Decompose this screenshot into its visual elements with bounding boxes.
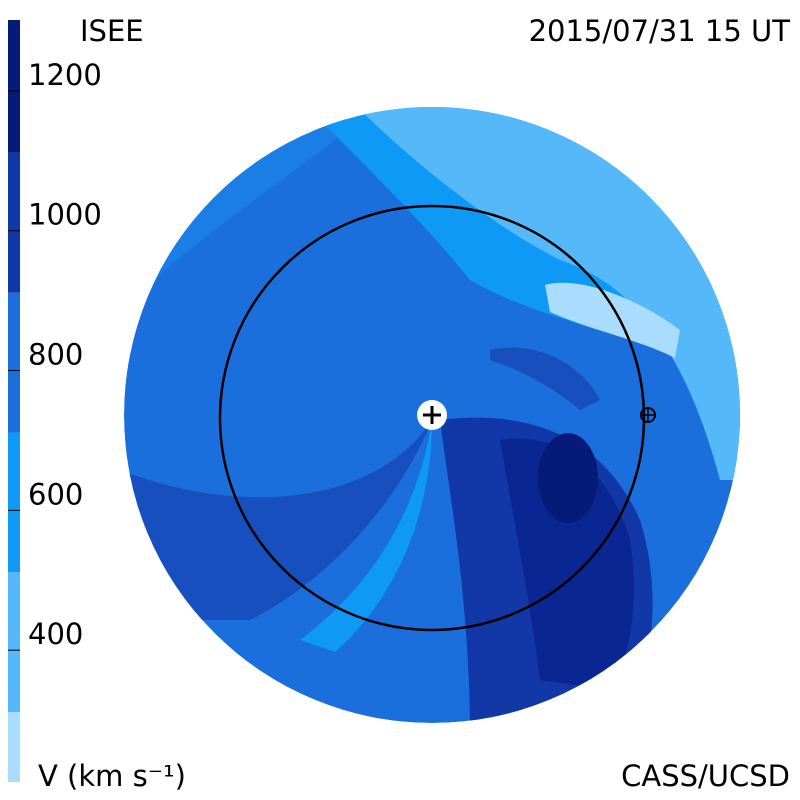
- colorbar-tick-label: 1000: [28, 198, 102, 232]
- contour-region: [124, 420, 432, 620]
- contour-region: [300, 420, 432, 652]
- colorbar-band: [8, 572, 20, 713]
- colorbar-tick-label: 400: [28, 617, 83, 651]
- timestamp: 2015/07/31 15 UT: [529, 14, 791, 48]
- earth-orbit: [218, 204, 646, 632]
- colorbar-tick-label: 1200: [28, 58, 102, 92]
- colorbar-label: V (km s⁻¹): [38, 759, 186, 793]
- colorbar-band: [8, 432, 20, 573]
- colorbar-band: [8, 712, 20, 782]
- contour-region: [500, 438, 634, 690]
- colorbar-tick-label: 800: [28, 338, 83, 372]
- credit: CASS/UCSD: [621, 759, 790, 793]
- title: ISEE: [80, 14, 144, 48]
- contour-region: [490, 347, 600, 410]
- contour-region: [545, 282, 680, 358]
- colorbar-band: [8, 20, 20, 153]
- earth-marker: [640, 407, 656, 423]
- colorbar: 400 600 800 1000 1200: [8, 20, 102, 782]
- sun-marker: [417, 400, 447, 430]
- contour-region: [538, 433, 598, 523]
- colorbar-band: [8, 292, 20, 433]
- colorbar-tick-label: 600: [28, 477, 83, 511]
- colorbar-band: [8, 152, 20, 293]
